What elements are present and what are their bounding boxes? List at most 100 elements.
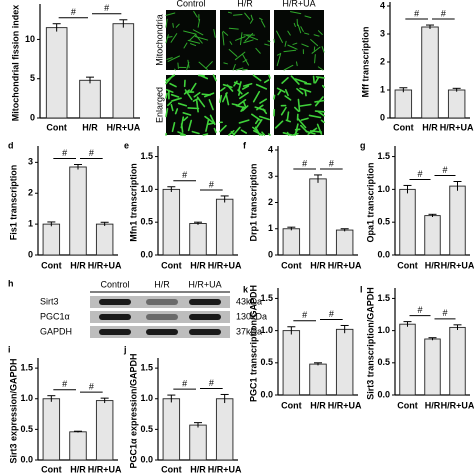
mitochondria-texture bbox=[238, 119, 250, 124]
blot-band bbox=[146, 299, 178, 305]
mitochondria-texture bbox=[190, 43, 197, 47]
micrograph bbox=[166, 10, 216, 70]
x-tick-label: H/R+UA bbox=[208, 464, 242, 474]
panel-letter: j bbox=[123, 344, 127, 354]
mitochondria-texture bbox=[292, 42, 298, 45]
y-tick-label: 0.0 bbox=[377, 249, 390, 259]
y-tick-label: 1 bbox=[380, 84, 385, 94]
x-tick-label: Cont bbox=[397, 400, 418, 410]
x-tick-label: H/R bbox=[422, 122, 438, 132]
y-axis-label: Mitochondrial fission index bbox=[10, 5, 20, 122]
mitochondria-texture bbox=[171, 97, 182, 102]
mitochondria-texture bbox=[252, 90, 261, 103]
mitochondria-texture bbox=[283, 49, 297, 53]
mitochondria-texture bbox=[244, 12, 251, 20]
panel-letter: l bbox=[360, 284, 363, 294]
y-tick-label: 1.5 bbox=[20, 363, 33, 373]
mitochondria-texture bbox=[242, 68, 248, 71]
x-tick-label: H/R+UA bbox=[441, 260, 474, 270]
mitochondria-texture bbox=[174, 68, 176, 71]
mitochondria-texture bbox=[250, 14, 253, 20]
y-tick-label: 1.5 bbox=[260, 293, 273, 303]
y-axis-label: Opa1 transcription bbox=[365, 162, 375, 242]
mitochondria-texture bbox=[183, 116, 189, 121]
bar bbox=[309, 178, 327, 256]
y-tick-label: 1.5 bbox=[377, 293, 390, 303]
mitochondria-texture bbox=[207, 122, 216, 125]
y-axis-label: Drp1 transcription bbox=[248, 163, 258, 241]
mitochondria-texture bbox=[228, 130, 235, 136]
mitochondria-texture bbox=[282, 132, 293, 136]
mitochondria-texture bbox=[194, 35, 209, 41]
mitochondria-texture bbox=[219, 86, 226, 92]
mitochondria-texture bbox=[321, 46, 325, 53]
mitochondria-texture bbox=[228, 27, 239, 30]
y-tick-label: 0.0 bbox=[377, 389, 390, 399]
y-tick-label: 1.0 bbox=[377, 325, 390, 335]
mitochondria-texture bbox=[208, 99, 214, 111]
mitochondria-texture bbox=[316, 123, 323, 135]
mitochondria-texture bbox=[310, 39, 319, 47]
bar bbox=[215, 398, 234, 461]
blot-band-name: PGC1α bbox=[40, 311, 70, 321]
y-tick-label: 4 bbox=[380, 0, 385, 10]
mitochondria-texture bbox=[258, 115, 270, 121]
blot-column-label: H/R+UA bbox=[188, 279, 221, 289]
y-tick-label: 0 bbox=[28, 249, 33, 259]
y-axis-label: Mff transcription bbox=[360, 27, 370, 98]
blot-band bbox=[99, 314, 131, 320]
blot-band-size: 37kDa bbox=[236, 326, 262, 336]
mitochondria-texture bbox=[256, 104, 264, 111]
mitochondria-texture bbox=[293, 129, 298, 136]
mitochondria-texture bbox=[314, 110, 325, 113]
mitochondria-texture bbox=[300, 124, 308, 133]
mitochondria-texture bbox=[242, 82, 253, 87]
mitochondria-texture bbox=[308, 114, 322, 119]
x-tick-label: Cont bbox=[281, 400, 302, 410]
significance-label: # bbox=[62, 148, 67, 158]
mitochondria-texture bbox=[170, 103, 174, 112]
mitochondria-texture bbox=[212, 74, 217, 82]
bar bbox=[447, 89, 466, 119]
significance-label: # bbox=[302, 310, 307, 320]
y-tick-label: 0.5 bbox=[260, 357, 273, 367]
mitochondria-texture bbox=[213, 127, 217, 133]
mitochondria-texture bbox=[175, 23, 180, 28]
x-tick-label: H/R+UA bbox=[328, 260, 362, 270]
y-tick-label: 0.5 bbox=[377, 217, 390, 227]
x-tick-label: H/R+UA bbox=[106, 122, 140, 132]
blot-column-label: Control bbox=[100, 279, 129, 289]
mitochondria-texture bbox=[252, 126, 258, 132]
x-tick-label: H/R bbox=[190, 464, 206, 474]
bar bbox=[399, 188, 416, 256]
mitochondria-texture bbox=[314, 77, 320, 84]
x-tick-label: H/R+UA bbox=[88, 260, 122, 270]
bar bbox=[421, 26, 439, 119]
y-tick-label: 2 bbox=[268, 197, 273, 207]
y-tick-label: 1 bbox=[28, 218, 33, 228]
y-tick-label: 3 bbox=[268, 171, 273, 181]
significance-label: # bbox=[104, 3, 109, 13]
mitochondria-texture bbox=[232, 14, 243, 16]
mitochondria-texture bbox=[276, 30, 283, 43]
y-tick-label: 3 bbox=[380, 28, 385, 38]
panel-letter: d bbox=[8, 140, 14, 150]
mitochondria-texture bbox=[166, 57, 173, 60]
significance-label: # bbox=[89, 382, 94, 392]
mitochondria-texture bbox=[165, 12, 176, 16]
mitochondria-texture bbox=[293, 22, 296, 28]
mitochondria-texture bbox=[205, 61, 213, 69]
mitochondria-texture bbox=[284, 95, 292, 101]
mitochondria-texture bbox=[237, 81, 242, 92]
mitochondria-texture bbox=[232, 126, 241, 136]
bar bbox=[399, 323, 416, 396]
micrograph-column-label: Control bbox=[176, 0, 205, 8]
mitochondria-texture bbox=[187, 39, 201, 44]
x-tick-label: H/R+UA bbox=[440, 122, 474, 132]
y-tick-label: 1.5 bbox=[140, 151, 153, 161]
mitochondria-texture bbox=[196, 96, 206, 108]
y-tick-label: 0.0 bbox=[20, 454, 33, 464]
blot-band bbox=[189, 329, 221, 335]
mitochondria-texture bbox=[317, 30, 323, 35]
y-tick-label: 1.0 bbox=[140, 393, 153, 403]
